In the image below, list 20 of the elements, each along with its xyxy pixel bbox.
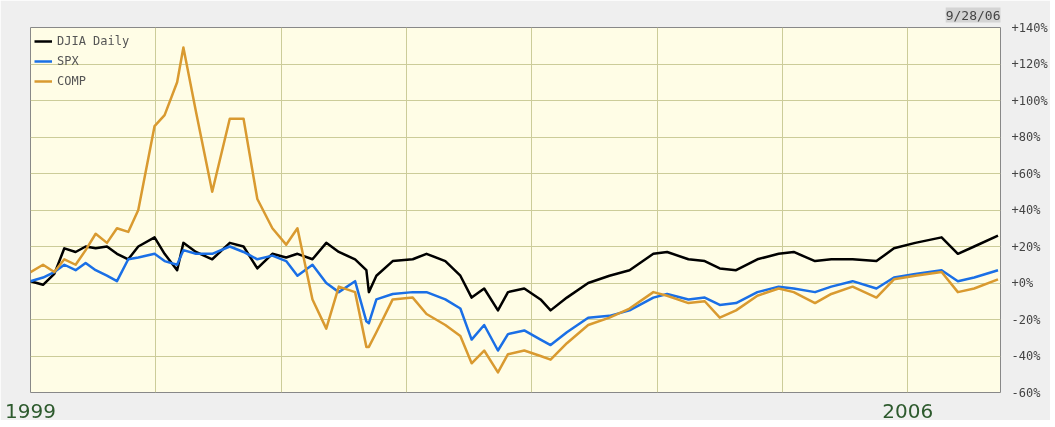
y-tick-label: +80% (1011, 130, 1042, 144)
legend-label: SPX (57, 54, 79, 68)
y-tick-label: -40% (1011, 349, 1042, 363)
y-tick-label: +0% (1011, 276, 1034, 290)
line-series (30, 46, 1000, 374)
y-tick-label: -60% (1011, 385, 1042, 400)
x-tick-label: 1999 (5, 398, 56, 423)
y-tick-label: +140% (1011, 20, 1049, 35)
x-tick-label: 2006 (882, 398, 934, 423)
y-tick-label: +40% (1011, 203, 1042, 217)
legend-label: COMP (57, 74, 86, 88)
text: 9/28/06 (945, 7, 1001, 23)
y-tick-label: +120% (1011, 57, 1049, 71)
y-tick-label: +60% (1011, 166, 1042, 181)
legend-label: DJIA Daily (57, 34, 130, 48)
y-tick-label: +100% (1011, 93, 1049, 108)
line-series (30, 234, 1000, 312)
y-tick-label: +20% (1011, 239, 1042, 254)
line-series (30, 245, 1000, 352)
y-tick-label: -20% (1011, 312, 1042, 327)
